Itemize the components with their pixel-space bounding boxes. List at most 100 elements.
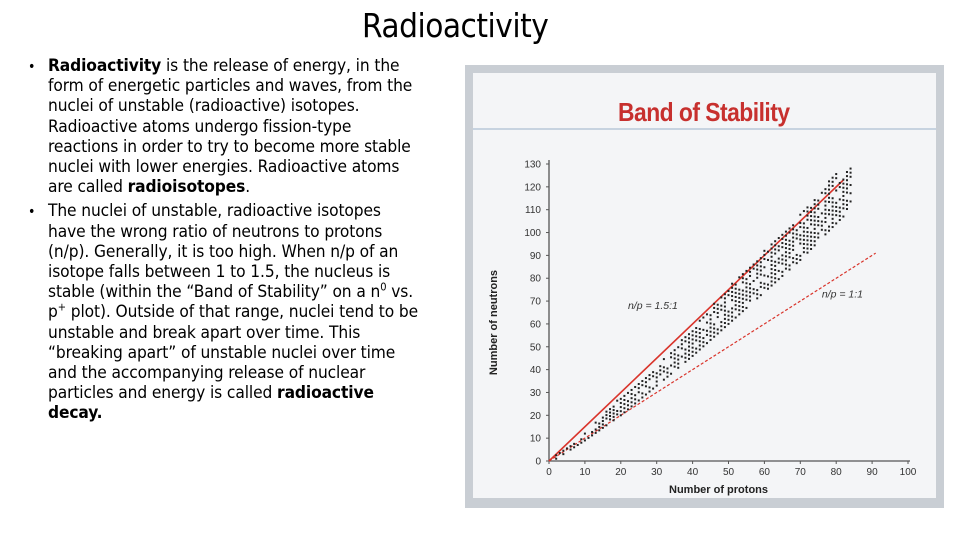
nuclide-point bbox=[619, 401, 622, 404]
nuclide-point bbox=[849, 192, 852, 195]
nuclide-point bbox=[828, 192, 831, 195]
nuclide-point bbox=[688, 353, 691, 356]
nuclide-point bbox=[626, 404, 629, 407]
nuclide-point bbox=[644, 385, 647, 388]
nuclide-point bbox=[842, 207, 845, 210]
nuclide-point bbox=[802, 230, 805, 233]
nuclide-point bbox=[774, 248, 777, 251]
nuclide-point bbox=[741, 301, 744, 304]
nuclide-point bbox=[723, 317, 726, 320]
nuclide-point bbox=[774, 277, 777, 280]
body-text: • Radioactivity is the release of energy… bbox=[28, 56, 423, 428]
nuclide-point bbox=[716, 307, 719, 310]
nuclide-point bbox=[806, 206, 809, 209]
x-tick-label: 40 bbox=[687, 467, 699, 478]
nuclide-point bbox=[684, 336, 687, 339]
nuclide-point bbox=[745, 298, 748, 301]
nuclide-point bbox=[652, 387, 655, 390]
nuclide-point bbox=[648, 374, 651, 377]
nuclide-point bbox=[612, 415, 615, 418]
nuclide-point bbox=[795, 253, 798, 256]
nuclide-point bbox=[799, 226, 802, 229]
nuclide-point bbox=[824, 233, 827, 236]
nuclide-point bbox=[806, 214, 809, 217]
nuclide-point bbox=[594, 421, 597, 424]
nuclide-point bbox=[831, 217, 834, 220]
nuclide-point bbox=[691, 350, 694, 353]
nuclide-point bbox=[795, 229, 798, 232]
nuclide-point bbox=[666, 375, 669, 378]
nuclide-point bbox=[770, 280, 773, 283]
nuclide-point bbox=[741, 277, 744, 280]
bullet-text: Radioactivity is the release of energy, … bbox=[48, 56, 423, 197]
nuclide-point bbox=[612, 412, 615, 415]
nuclide-point bbox=[688, 349, 691, 352]
nuclide-point bbox=[792, 236, 795, 239]
nuclide-point bbox=[644, 381, 647, 384]
nuclide-point bbox=[824, 200, 827, 203]
nuclide-point bbox=[763, 258, 766, 261]
nuclide-point bbox=[770, 272, 773, 275]
nuclide-point bbox=[774, 273, 777, 276]
nuclide-point bbox=[609, 418, 612, 421]
nuclide-point bbox=[806, 235, 809, 238]
bullet-icon: • bbox=[28, 204, 36, 221]
nuclide-point bbox=[749, 291, 752, 294]
nuclide-point bbox=[759, 257, 762, 260]
nuclide-point bbox=[845, 183, 848, 186]
nuclide-point bbox=[810, 239, 813, 242]
nuclide-point bbox=[745, 282, 748, 285]
nuclide-point bbox=[623, 399, 626, 402]
nuclide-point bbox=[745, 290, 748, 293]
nuclide-point bbox=[691, 346, 694, 349]
nuclide-point bbox=[741, 306, 744, 309]
nuclide-point bbox=[845, 199, 848, 202]
nuclide-point bbox=[828, 229, 831, 232]
nuclide-point bbox=[720, 329, 723, 332]
nuclide-point bbox=[734, 283, 737, 286]
nuclide-point bbox=[806, 251, 809, 254]
nuclide-point bbox=[587, 436, 590, 439]
bullet-neutron-proton-ratio: • The nuclei of unstable, radioactive is… bbox=[28, 201, 423, 423]
nuclide-point bbox=[802, 251, 805, 254]
nuclide-point bbox=[810, 215, 813, 218]
nuclide-point bbox=[802, 247, 805, 250]
nuclide-point bbox=[781, 262, 784, 265]
nuclide-point bbox=[723, 313, 726, 316]
nuclide-point bbox=[756, 272, 759, 275]
nuclide-point bbox=[662, 366, 665, 369]
nuclide-point bbox=[648, 386, 651, 389]
nuclide-point bbox=[619, 397, 622, 400]
nuclide-point bbox=[741, 297, 744, 300]
nuclide-point bbox=[806, 210, 809, 213]
nuclide-point bbox=[616, 413, 619, 416]
nuclide-point bbox=[770, 259, 773, 262]
nuclide-point bbox=[813, 211, 816, 214]
nuclide-point bbox=[784, 263, 787, 266]
nuclide-point bbox=[723, 326, 726, 329]
nuclide-point bbox=[623, 403, 626, 406]
nuclide-point bbox=[641, 380, 644, 383]
nuclide-point bbox=[763, 249, 766, 252]
x-tick-label: 30 bbox=[651, 467, 663, 478]
nuclide-point bbox=[774, 252, 777, 255]
nuclide-point bbox=[662, 378, 665, 381]
nuclide-point bbox=[644, 393, 647, 396]
nuclide-point bbox=[749, 299, 752, 302]
nuclide-point bbox=[619, 406, 622, 409]
nuclide-point bbox=[763, 253, 766, 256]
nuclide-point bbox=[824, 188, 827, 191]
nuclide-point bbox=[813, 207, 816, 210]
nuclide-point bbox=[626, 400, 629, 403]
nuclide-point bbox=[749, 266, 752, 269]
nuclide-point bbox=[756, 260, 759, 263]
nuclide-point bbox=[619, 414, 622, 417]
nuclide-point bbox=[573, 442, 576, 445]
nuclide-point bbox=[741, 293, 744, 296]
nuclide-point bbox=[777, 257, 780, 260]
nuclide-point bbox=[831, 205, 834, 208]
nuclide-point bbox=[756, 293, 759, 296]
nuclide-point bbox=[759, 269, 762, 272]
nuclide-point bbox=[752, 279, 755, 282]
nuclide-point bbox=[752, 267, 755, 270]
